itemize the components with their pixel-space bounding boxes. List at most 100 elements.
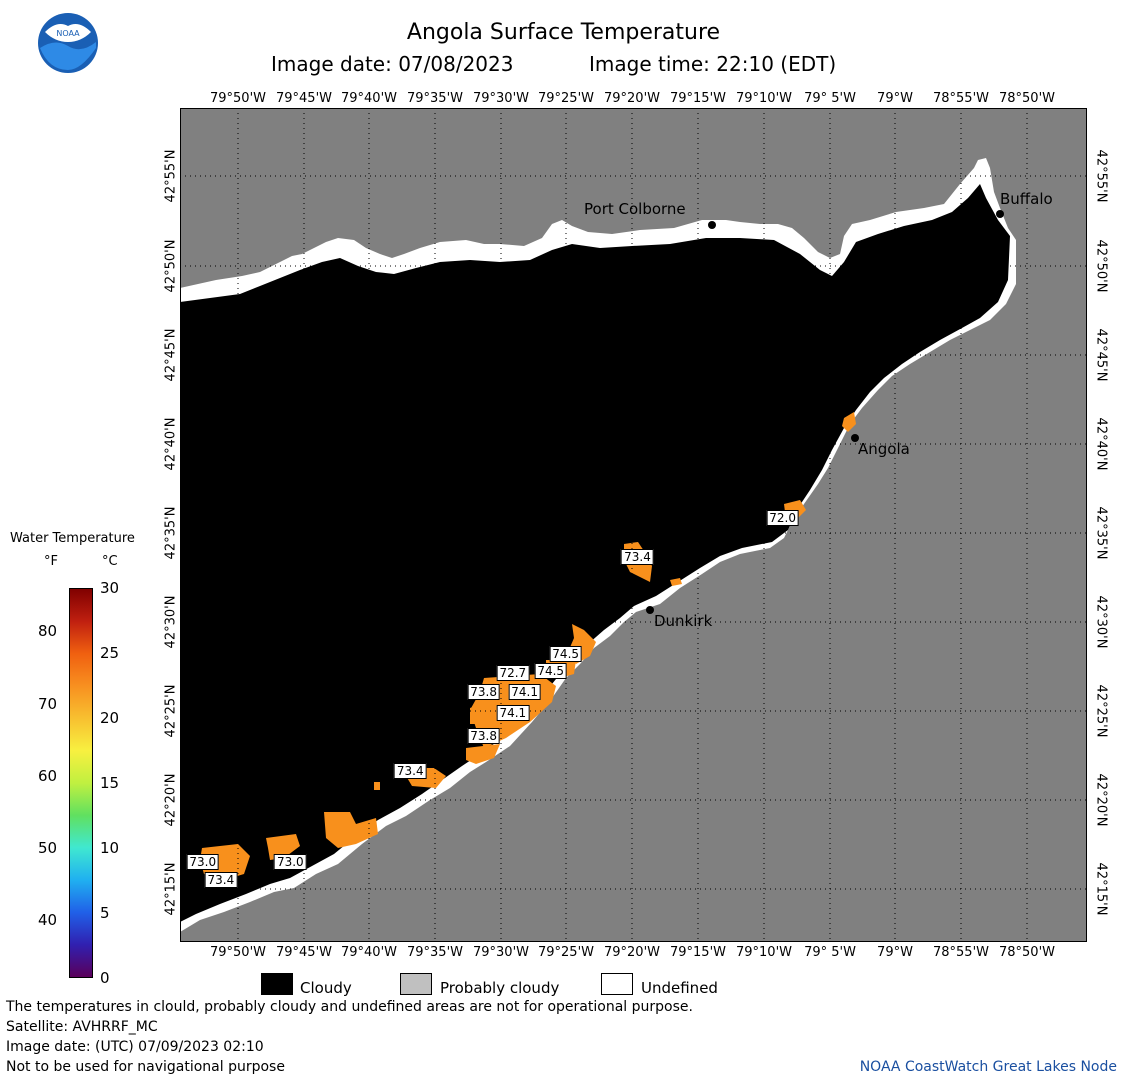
map-canvas [180,108,1087,942]
lat-tick-right: 42°45'N [1093,328,1109,382]
lat-tick-right: 42°35'N [1093,506,1109,560]
buffalo-marker [996,210,1004,218]
lon-tick-bot: 79°W [877,945,913,960]
lat-tick-left: 42°15'N [163,862,179,916]
lat-tick-right: 42°15'N [1093,862,1109,916]
scale-title: Water Temperature [10,531,135,546]
lon-tick-bot: 79° 5'W [804,945,856,960]
lat-tick-right: 42°50'N [1093,239,1109,293]
lon-tick-top: 79°15'W [669,91,727,106]
lon-tick-bot: 79°20'W [603,945,661,960]
legend-probably-cloudy-label: Probably cloudy [440,979,560,997]
lat-tick-left: 42°55'N [163,149,179,203]
footer-navigation-warning: Not to be used for navigational purpose [6,1059,285,1075]
map-border [180,108,1087,942]
scale-tick-f: 60 [38,766,58,785]
temperature-label: 73.4 [393,763,427,780]
lon-tick-bot: 79°15'W [669,945,727,960]
lon-tick-top: 79°20'W [603,91,661,106]
temperature-label: 73.0 [186,854,220,871]
map-frame: Port Colborne Buffalo Angola Dunkirk 73.… [180,108,1087,942]
legend-undefined-swatch [601,973,633,995]
temperature-label: 73.4 [204,872,238,889]
dunkirk-label: Dunkirk [654,612,713,630]
lon-tick-top: 79°10'W [735,91,793,106]
footer-utc-date: Image date: (UTC) 07/09/2023 02:10 [6,1039,264,1055]
lon-tick-top: 78°50'W [998,91,1056,106]
temperature-label: 74.1 [508,684,541,701]
lat-tick-right: 42°25'N [1093,684,1109,738]
scale-tick-c: 10 [100,839,120,857]
lat-tick-left: 42°35'N [163,506,179,560]
lon-tick-bot: 78°50'W [998,945,1056,960]
grid-lines [180,108,1087,942]
lon-tick-top: 79°W [877,91,913,106]
angola-label: Angola [858,440,910,458]
lat-tick-left: 42°20'N [163,773,179,827]
city-markers [646,210,1004,614]
lat-tick-left: 42°45'N [163,328,179,382]
lat-tick-left: 42°25'N [163,684,179,738]
scale-tick-c: 5 [100,904,110,922]
dunkirk-marker [646,606,654,614]
lon-tick-top: 79°30'W [472,91,530,106]
scale-unit-f: °F [44,554,58,569]
image-date: Image date: 07/08/2023 [271,52,514,76]
footer-credit: NOAA CoastWatch Great Lakes Node [859,1059,1117,1075]
lon-tick-bot: 79°35'W [406,945,464,960]
lon-tick-bot: 78°55'W [932,945,990,960]
port-colborne-marker [708,221,716,229]
cloud-area [180,184,1010,922]
scale-tick-f: 40 [38,911,58,930]
temperature-label: 72.7 [496,664,530,681]
lat-tick-right: 42°55'N [1093,149,1109,203]
port-colborne-label: Port Colborne [584,200,686,218]
lat-tick-right: 42°30'N [1093,595,1109,649]
temperature-label: 73.0 [273,854,307,871]
legend-probably-cloudy-swatch [400,973,432,995]
lon-tick-top: 79° 5'W [804,91,856,106]
lon-tick-bot: 79°30'W [472,945,530,960]
temperature-label: 73.4 [621,549,654,566]
angola-marker [851,434,859,442]
temperature-label: 74.5 [549,645,583,662]
scale-tick-c: 0 [100,969,110,987]
scale-tick-c: 15 [100,774,120,792]
lon-tick-top: 79°35'W [406,91,464,106]
temperature-label: 72.0 [766,509,799,526]
noaa-logo: NOAA [37,12,99,74]
lat-tick-left: 42°40'N [163,417,179,471]
scale-tick-f: 50 [38,839,58,857]
image-time: Image time: 22:10 (EDT) [589,52,837,76]
scale-tick-c: 30 [100,579,120,597]
temperature-label: 73.8 [467,727,500,744]
lon-tick-bot: 79°40'W [340,945,398,960]
lat-tick-left: 42°50'N [163,239,179,293]
scale-tick-f: 70 [38,694,58,713]
lat-tick-right: 42°20'N [1093,773,1109,827]
lat-tick-left: 42°30'N [163,595,179,649]
lon-tick-top: 79°40'W [340,91,398,106]
legend-cloudy-label: Cloudy [300,979,352,997]
color-scale-bar [69,588,93,978]
lon-tick-bot: 79°45'W [275,945,333,960]
lon-tick-bot: 79°50'W [209,945,267,960]
scale-unit-c: °C [102,554,118,569]
legend-undefined-label: Undefined [641,979,718,997]
temperature-label: 73.8 [467,684,500,701]
lon-tick-top: 78°55'W [932,91,990,106]
footer-disclaimer: The temperatures in clould, probably clo… [6,999,693,1015]
lon-tick-top: 79°45'W [275,91,333,106]
buffalo-label: Buffalo [1000,190,1053,208]
legend-cloudy-swatch [261,973,293,995]
scale-tick-c: 20 [100,709,120,727]
scale-tick-c: 25 [100,644,120,662]
temperature-label: 74.1 [496,705,530,722]
footer-satellite: Satellite: AVHRRF_MC [6,1019,158,1035]
temperature-label: 74.5 [534,662,568,679]
map-title: Angola Surface Temperature [406,20,721,45]
lon-tick-top: 79°50'W [209,91,267,106]
lon-tick-bot: 79°25'W [537,945,595,960]
lat-tick-right: 42°40'N [1093,417,1109,471]
noaa-logo-text: NOAA [56,29,80,38]
